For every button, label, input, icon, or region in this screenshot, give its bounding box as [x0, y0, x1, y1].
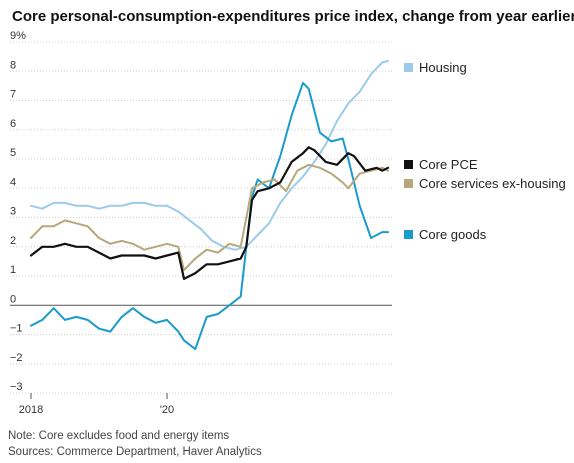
legend-label-core-pce: Core PCE	[419, 157, 478, 172]
series-line-core-services-ex-housing	[30, 163, 389, 272]
y-tick-label: −2	[10, 352, 23, 364]
y-tick-label: 8	[10, 59, 16, 71]
y-tick-label: 1	[10, 264, 16, 276]
x-tick-label: 2018	[19, 404, 43, 416]
sources-note: Sources: Commerce Department, Haver Anal…	[8, 446, 262, 458]
legend-swatch-core-pce	[404, 160, 413, 169]
line-chart: −3 −2 −1 0 1 2 3 4 5 6 7 8 9% 2018 '20 Housing Core PCE C…	[10, 30, 566, 416]
legend-swatch-core-services-ex-housing	[404, 179, 413, 188]
legend-label-housing: Housing	[419, 60, 467, 75]
y-tick-label: 5	[10, 147, 16, 159]
y-tick-label: 7	[10, 89, 16, 101]
legend-swatch-core-goods	[404, 230, 413, 239]
legend-swatch-housing	[404, 63, 413, 72]
y-tick-label: 0	[10, 293, 16, 305]
y-tick-label: 9%	[10, 30, 26, 42]
legend-label-core-goods: Core goods	[419, 227, 487, 242]
y-tick-label: −3	[10, 381, 23, 393]
y-tick-label: 3	[10, 206, 16, 218]
legend-label-core-services-ex-housing: Core services ex-housing	[419, 176, 566, 191]
y-tick-label: 6	[10, 118, 16, 130]
y-tick-label: 4	[10, 176, 16, 188]
series-line-core-goods	[30, 81, 389, 351]
y-tick-label: −1	[10, 323, 23, 335]
series-line-core-pce	[29, 146, 390, 280]
footnote: Note: Core excludes food and energy item…	[8, 430, 230, 442]
x-tick-label: '20	[160, 404, 174, 416]
chart-title: Core personal-consumption-expenditures p…	[12, 8, 574, 25]
y-tick-label: 2	[10, 235, 16, 247]
series-line-housing	[30, 60, 389, 251]
